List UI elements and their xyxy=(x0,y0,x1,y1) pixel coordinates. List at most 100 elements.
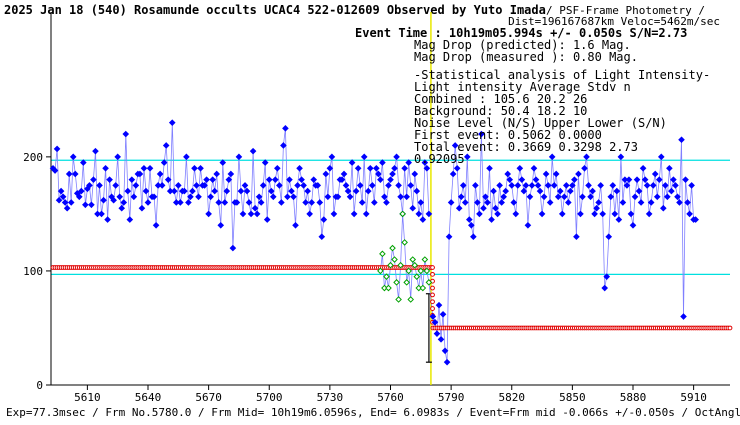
data-point xyxy=(106,176,113,183)
data-point xyxy=(215,199,223,206)
data-point xyxy=(575,170,582,178)
data-point xyxy=(385,284,392,292)
data-point xyxy=(686,210,693,218)
data-point xyxy=(251,204,259,212)
data-point xyxy=(142,187,150,195)
data-point xyxy=(688,182,695,189)
data-point xyxy=(548,153,556,161)
data-point xyxy=(267,187,275,195)
data-point xyxy=(670,176,677,183)
data-point xyxy=(116,193,124,201)
noise-first-event: First event: 0.5062 0.0000 xyxy=(414,128,602,142)
data-point xyxy=(391,256,398,263)
model-point xyxy=(430,271,435,277)
data-point xyxy=(435,301,443,309)
data-point xyxy=(316,199,324,206)
data-point xyxy=(247,210,255,218)
data-point xyxy=(585,182,592,189)
data-point xyxy=(455,204,463,212)
data-point xyxy=(120,199,128,206)
data-point xyxy=(623,182,631,189)
data-point xyxy=(128,176,136,183)
data-point xyxy=(415,210,423,218)
data-point xyxy=(389,170,396,178)
data-point xyxy=(530,164,538,172)
data-point xyxy=(80,159,87,166)
x-tick-label: 5730 xyxy=(317,391,344,404)
data-point xyxy=(104,216,111,223)
data-point xyxy=(627,210,635,218)
data-point xyxy=(613,187,621,195)
data-point xyxy=(241,182,249,189)
data-point xyxy=(217,221,225,229)
data-point xyxy=(328,153,336,161)
data-point xyxy=(354,164,362,172)
data-point xyxy=(375,170,382,178)
data-point xyxy=(567,187,574,195)
data-point xyxy=(407,296,415,303)
data-point xyxy=(263,216,271,223)
data-point xyxy=(255,193,263,201)
x-tick-label: 5910 xyxy=(680,391,707,404)
event-time: Event Time : 10h19m05.994s +/- 0.050s S/… xyxy=(355,26,687,40)
data-point xyxy=(383,273,390,280)
data-point xyxy=(276,182,283,189)
data-point xyxy=(360,153,368,161)
data-point xyxy=(516,164,524,172)
data-point xyxy=(619,199,627,206)
data-point xyxy=(615,216,623,223)
data-point xyxy=(457,193,465,201)
data-point xyxy=(298,176,305,183)
data-point xyxy=(552,170,560,178)
data-point xyxy=(581,164,588,172)
model-point xyxy=(430,285,435,291)
data-point xyxy=(607,193,615,201)
data-point xyxy=(617,153,625,161)
data-point xyxy=(550,182,558,189)
data-point xyxy=(82,201,89,209)
data-point xyxy=(366,164,374,172)
data-point xyxy=(69,153,77,161)
data-point xyxy=(573,233,580,241)
data-point xyxy=(310,176,318,183)
data-point xyxy=(672,182,679,189)
data-point xyxy=(274,164,281,172)
data-point xyxy=(387,176,394,183)
data-point xyxy=(407,182,415,189)
data-point xyxy=(280,142,287,149)
data-point xyxy=(55,196,63,204)
data-point xyxy=(379,250,386,258)
stats-column-header: Light intensity Average Stdv n xyxy=(414,80,631,94)
data-point xyxy=(470,233,477,241)
data-point xyxy=(662,182,669,189)
data-point xyxy=(189,187,196,195)
data-point xyxy=(403,279,410,286)
data-point xyxy=(678,136,685,144)
data-point xyxy=(334,193,342,201)
x-tick-label: 5790 xyxy=(438,391,465,404)
model-curve xyxy=(50,265,733,331)
data-point xyxy=(680,313,687,320)
data-point xyxy=(405,267,412,275)
data-point xyxy=(635,187,643,195)
data-point xyxy=(381,193,388,201)
data-point xyxy=(589,187,596,195)
data-point xyxy=(395,296,402,303)
data-point xyxy=(421,159,429,166)
data-point xyxy=(459,182,467,189)
data-point xyxy=(494,210,501,218)
data-point xyxy=(664,193,671,201)
data-point xyxy=(233,199,241,206)
data-point xyxy=(595,199,602,206)
data-point xyxy=(296,164,303,172)
data-point xyxy=(389,244,396,252)
data-point xyxy=(565,199,572,206)
data-point xyxy=(187,193,194,201)
data-point xyxy=(556,187,564,195)
data-point xyxy=(98,210,105,218)
data-point xyxy=(201,182,208,189)
data-point xyxy=(393,279,400,286)
data-point xyxy=(540,193,548,201)
data-point xyxy=(482,193,489,201)
data-point xyxy=(474,199,481,206)
